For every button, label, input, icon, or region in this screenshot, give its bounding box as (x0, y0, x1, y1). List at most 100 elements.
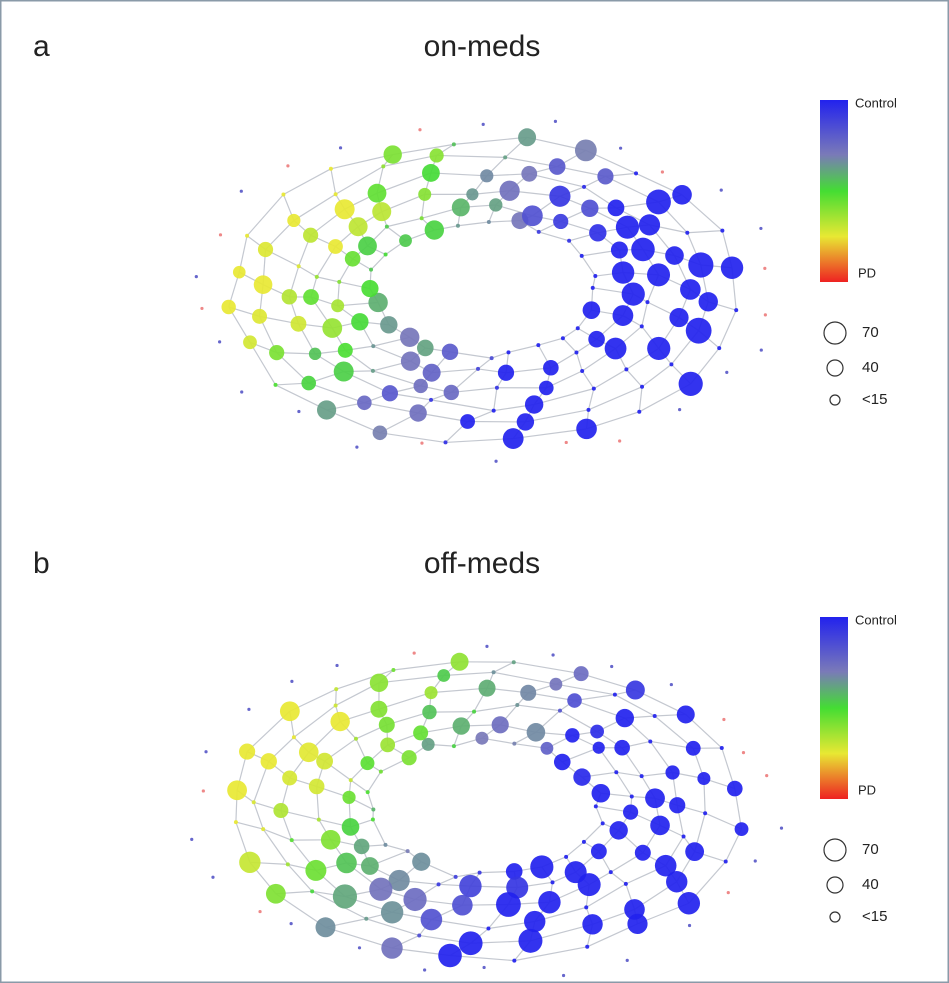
node (591, 783, 611, 803)
edge (372, 370, 421, 387)
node (400, 351, 421, 371)
edge (246, 194, 284, 237)
nodes (190, 644, 784, 978)
node (424, 220, 445, 240)
node (361, 857, 379, 875)
node (303, 289, 319, 305)
node (281, 289, 298, 305)
nodes (194, 119, 767, 463)
edge (718, 309, 737, 349)
node (645, 300, 650, 305)
edge (376, 172, 432, 194)
isolated-node (660, 170, 665, 174)
edge (581, 255, 596, 277)
node (282, 770, 298, 786)
node (452, 717, 470, 735)
node (494, 385, 499, 390)
panel-label: a (33, 30, 50, 63)
node (291, 735, 296, 740)
node (370, 700, 388, 718)
panel-label: b (33, 547, 50, 580)
edge (378, 674, 444, 684)
edge (283, 168, 332, 196)
node (441, 343, 459, 361)
isolated-node (494, 459, 498, 463)
node (429, 397, 434, 402)
edge (430, 172, 487, 177)
edge (429, 711, 475, 713)
edge (559, 710, 598, 733)
isolated-node (741, 751, 746, 755)
node (367, 183, 387, 203)
node (285, 862, 290, 867)
node (669, 362, 674, 367)
node (698, 292, 718, 312)
node (243, 335, 257, 350)
edge (581, 370, 595, 389)
edge (335, 689, 337, 706)
node (383, 145, 402, 164)
isolated-node (211, 875, 215, 879)
node (621, 282, 645, 306)
node (623, 881, 628, 886)
size-legend-label: 40 (862, 876, 879, 893)
node (638, 214, 661, 236)
node (320, 830, 341, 850)
node (477, 870, 482, 875)
edge (610, 871, 627, 885)
node (279, 701, 300, 722)
node (380, 737, 396, 753)
network (190, 644, 784, 978)
isolated-node (200, 306, 204, 311)
node (422, 704, 437, 720)
edge (525, 409, 589, 423)
edge (325, 926, 393, 949)
isolated-node (258, 909, 262, 914)
isolated-node (297, 409, 301, 414)
node (232, 265, 246, 279)
node (353, 736, 358, 741)
edge (262, 828, 289, 865)
node (639, 324, 644, 329)
node (685, 230, 690, 235)
node (524, 395, 544, 414)
node (553, 213, 569, 230)
node (252, 308, 268, 324)
node (549, 185, 571, 207)
isolated-node (218, 233, 223, 237)
edge (493, 387, 498, 411)
node (378, 716, 395, 733)
node (585, 944, 590, 949)
isolated-node (618, 439, 622, 443)
node (419, 216, 424, 221)
node (607, 199, 625, 217)
node (314, 274, 319, 279)
node (608, 870, 613, 875)
isolated-node (335, 663, 339, 668)
node (574, 139, 597, 162)
isolated-node (247, 707, 251, 711)
edge (436, 154, 506, 158)
node (334, 687, 339, 692)
size-legend-label: 70 (862, 324, 879, 341)
isolated-node (481, 122, 485, 126)
node (360, 756, 375, 771)
node (330, 711, 350, 732)
edge (614, 694, 655, 717)
node (381, 164, 386, 169)
node (622, 804, 639, 820)
node (719, 745, 724, 750)
node (380, 901, 404, 924)
node (361, 279, 379, 298)
isolated-node (725, 370, 729, 374)
node (370, 817, 375, 822)
isolated-node (763, 313, 767, 317)
node (369, 877, 393, 901)
node (369, 673, 389, 692)
colorbar-bottom-label: PD (858, 782, 876, 797)
isolated-node (722, 717, 726, 722)
isolated-node (726, 890, 730, 895)
panel: a on-meds Control PD 70 40 <15 (33, 30, 897, 463)
